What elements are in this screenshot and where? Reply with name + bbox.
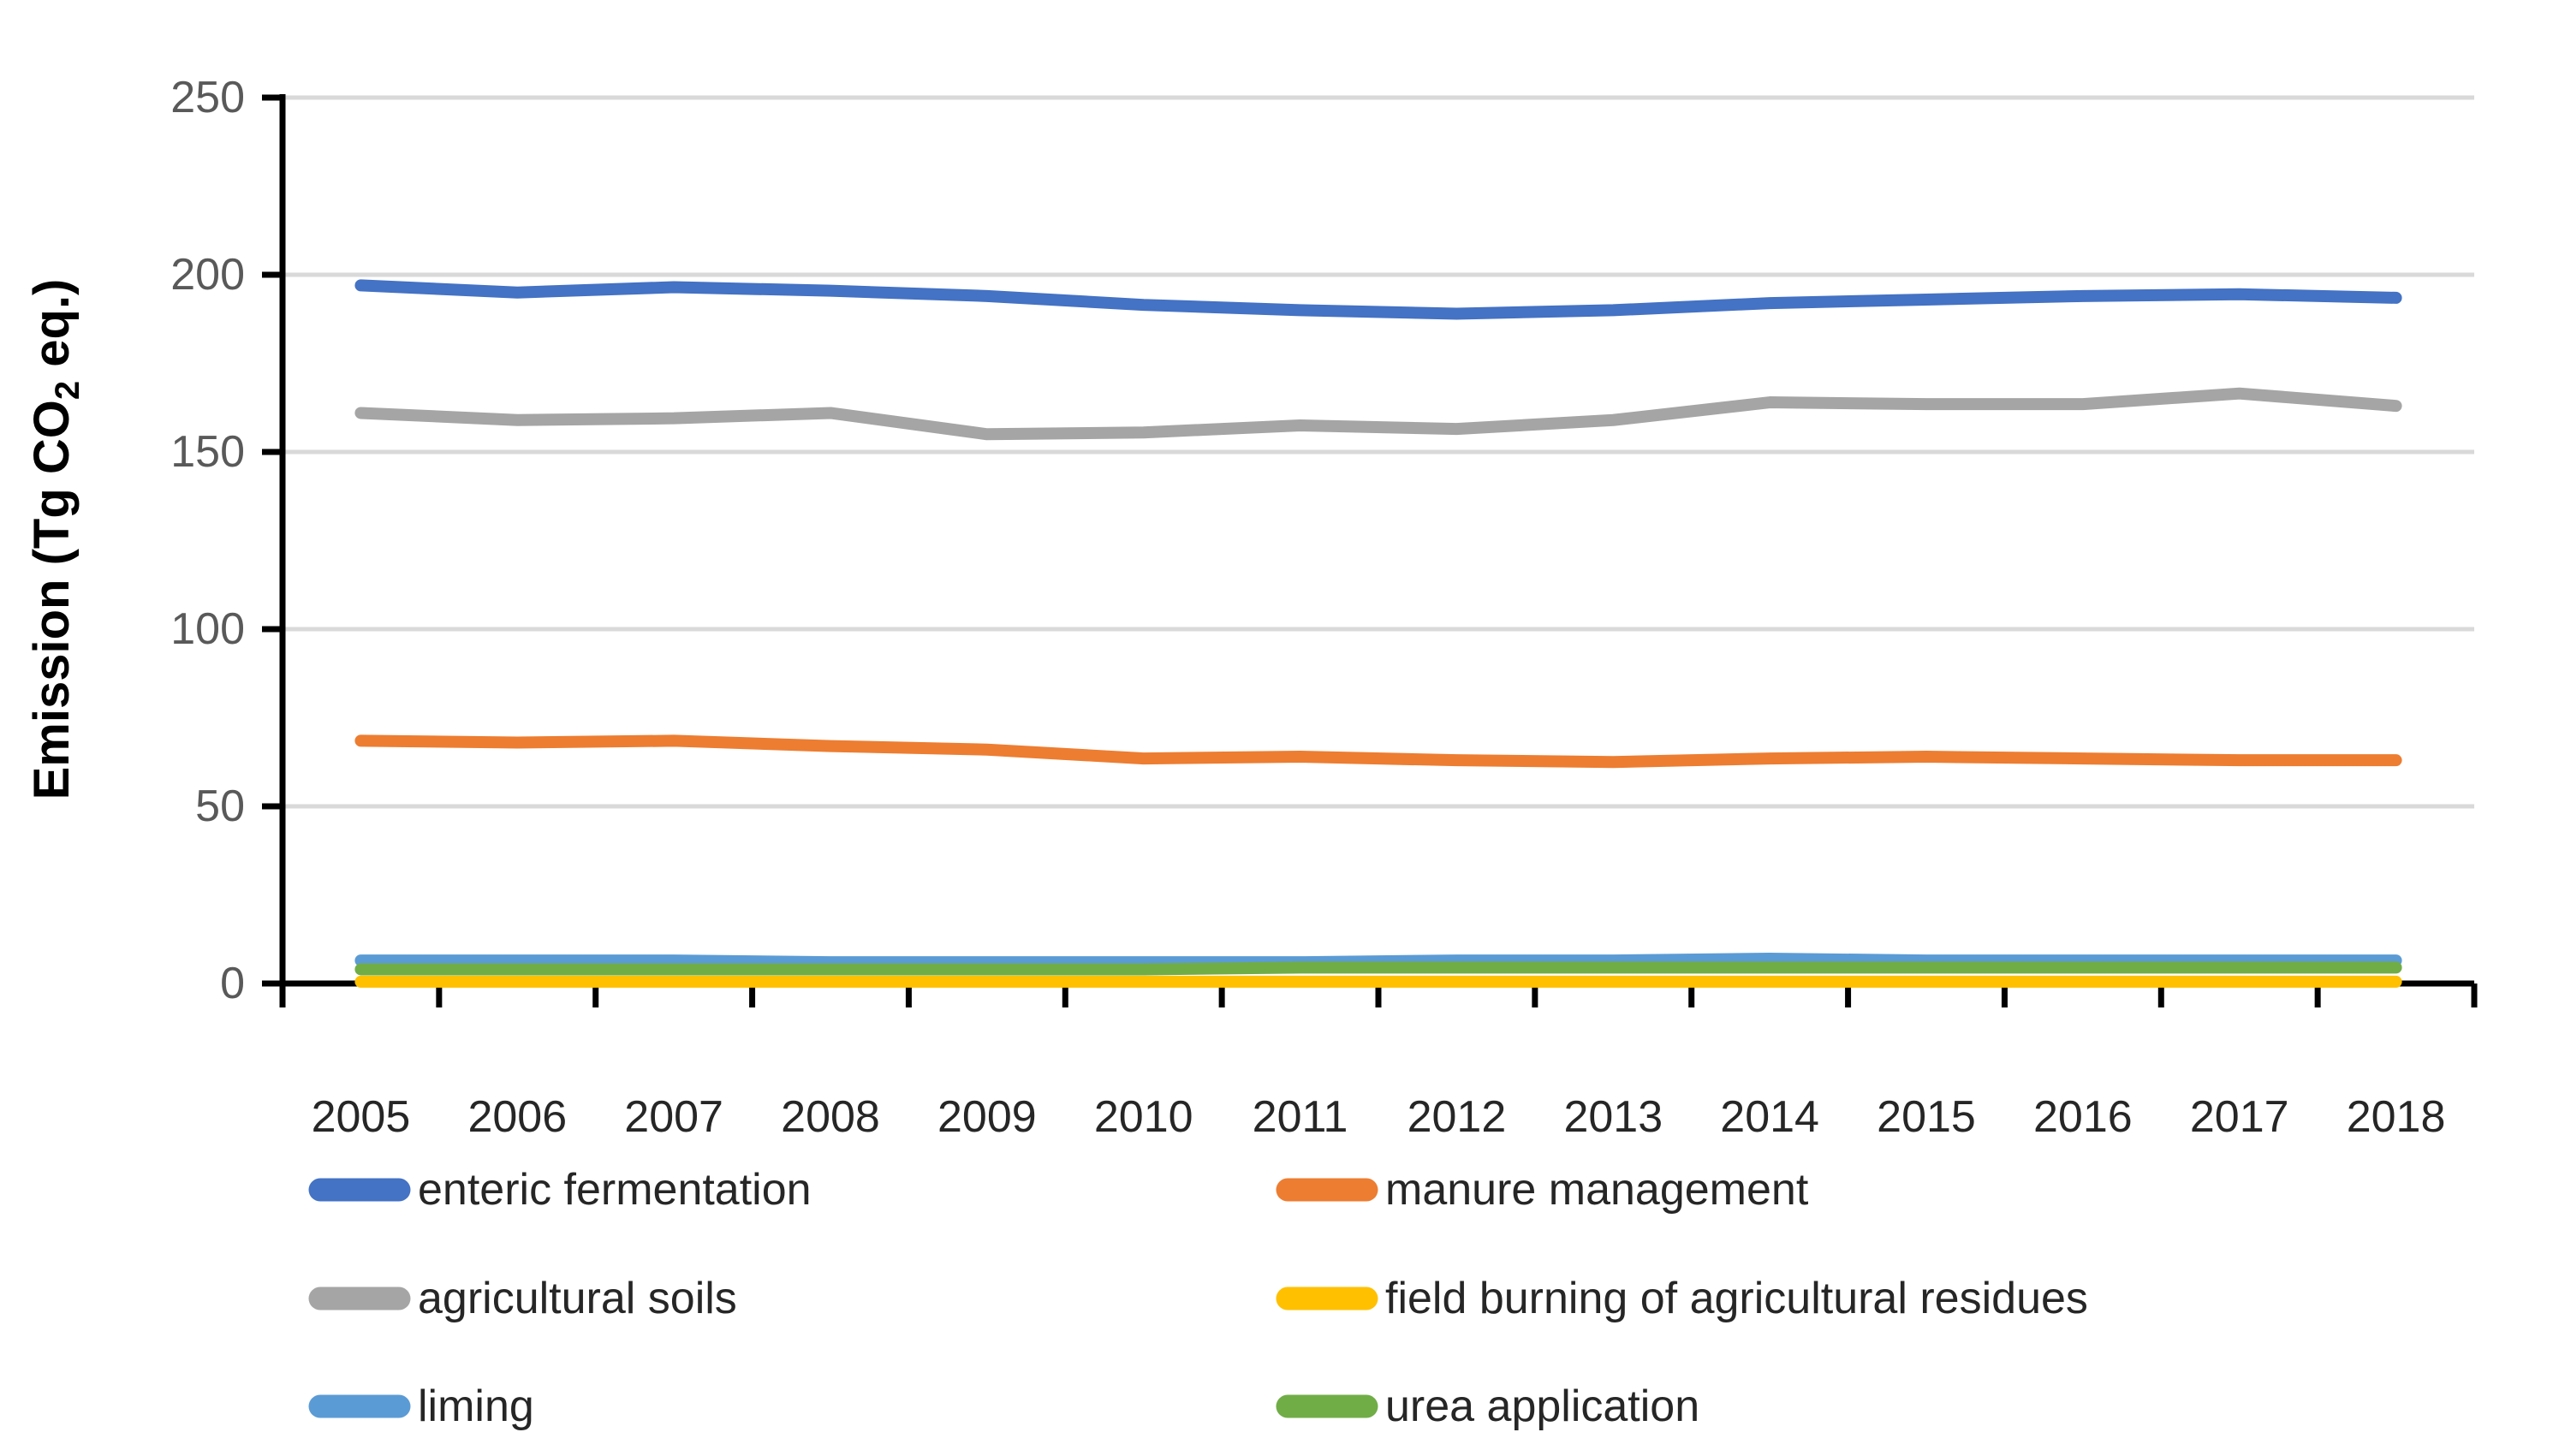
x-tick-label-2018: 2018 [2347,1092,2446,1142]
x-tick-label-2007: 2007 [624,1092,723,1142]
legend-label-enteric-fermentation: enteric fermentation [418,1165,812,1215]
x-tick-label-2008: 2008 [781,1092,880,1142]
legend-label-liming: liming [418,1382,534,1431]
legend-label-field-burning-of-agricultural-residues: field burning of agricultural residues [1385,1274,2088,1323]
x-tick-label-2016: 2016 [2033,1092,2133,1142]
x-tick-label-2012: 2012 [1407,1092,1507,1142]
x-tick-label-2010: 2010 [1094,1092,1193,1142]
y-tick-label-250: 250 [170,73,245,122]
y-tick-label-0: 0 [220,959,245,1008]
legend-label-manure-management: manure management [1385,1165,1809,1215]
y-tick-label-200: 200 [170,250,245,300]
y-axis-title: Emission (Tg CO2 eq.) [24,279,86,800]
y-tick-label-150: 150 [170,427,245,477]
x-tick-label-2017: 2017 [2190,1092,2289,1142]
x-tick-label-2011: 2011 [1253,1092,1348,1142]
series-line-liming [354,953,2402,969]
x-tick-label-2006: 2006 [467,1092,567,1142]
y-tick-label-100: 100 [170,604,245,654]
series-line-enteric-fermentation [354,279,2402,320]
x-tick-label-2014: 2014 [1720,1092,1819,1142]
x-tick-label-2005: 2005 [312,1092,411,1142]
legend-label-agricultural-soils: agricultural soils [418,1274,737,1323]
series-line-agricultural-soils [354,387,2402,441]
x-tick-label-2015: 2015 [1877,1092,1976,1142]
series-line-manure-management [354,734,2402,769]
x-tick-label-2009: 2009 [937,1092,1037,1142]
legend-label-urea-application: urea application [1385,1382,1699,1431]
series-line-urea-application [354,961,2402,976]
y-tick-label-50: 50 [195,781,245,831]
x-tick-label-2013: 2013 [1563,1092,1663,1142]
